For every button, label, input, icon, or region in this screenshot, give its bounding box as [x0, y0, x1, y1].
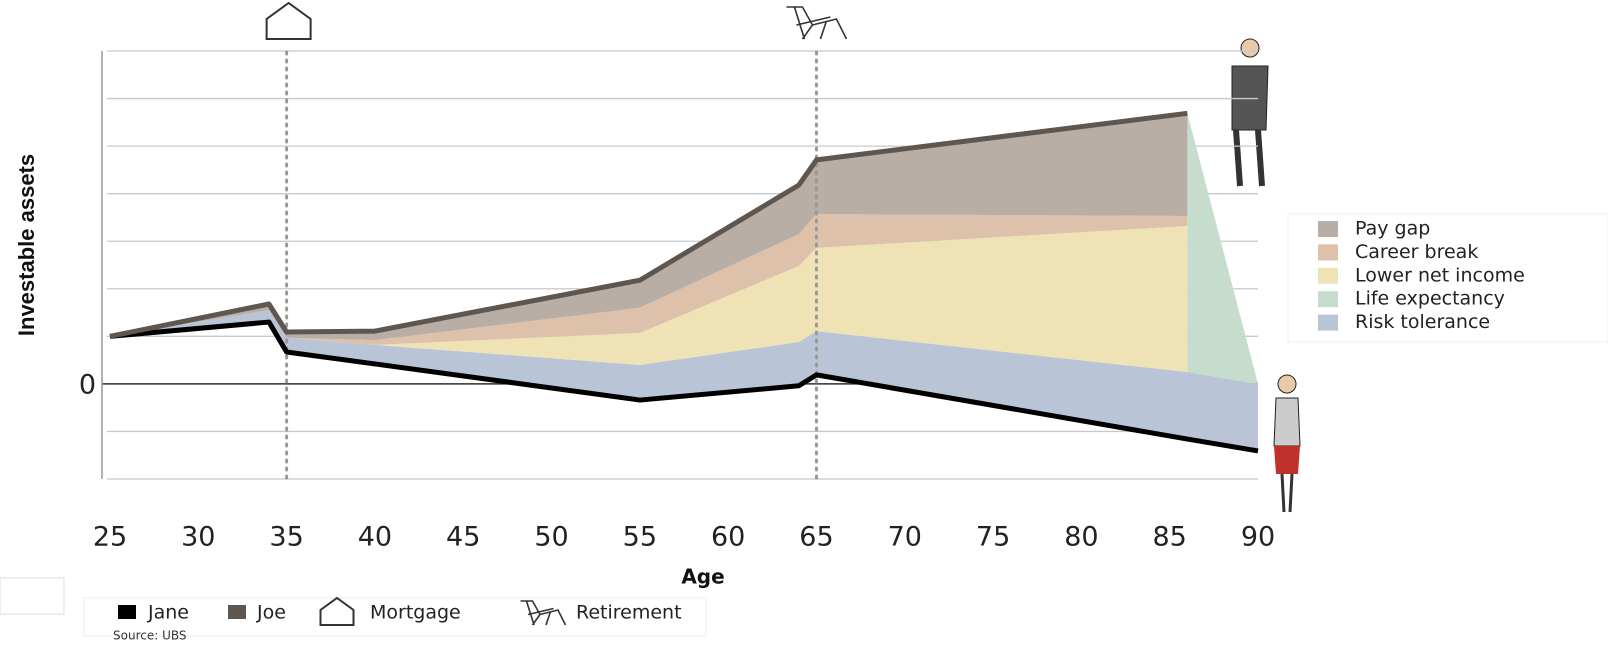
legend-label: Mortgage	[370, 602, 461, 624]
y-tick-label: 0	[79, 369, 96, 400]
legend-swatch	[1318, 268, 1338, 284]
legend-label: Joe	[256, 602, 286, 624]
x-tick-label: 30	[181, 522, 215, 553]
legend-swatch	[1318, 221, 1338, 237]
x-tick-label: 50	[534, 522, 568, 553]
chart: Investable assets Age Source: UBS 0 25 30 3…	[0, 0, 1608, 659]
x-tick-label: 25	[93, 522, 127, 553]
legend-swatch	[1318, 315, 1338, 331]
legend-label: Retirement	[576, 602, 682, 624]
legend-label: Lower net income	[1355, 264, 1525, 286]
x-tick-label: 40	[358, 522, 392, 553]
house-icon	[321, 598, 354, 625]
source: Source: UBS	[113, 629, 187, 643]
x-tick-label: 70	[888, 522, 922, 553]
legend-label: Life expectancy	[1355, 288, 1505, 310]
legend-icon	[321, 598, 354, 625]
legend-label: Pay gap	[1355, 218, 1430, 240]
frame	[0, 578, 64, 614]
legend-swatch	[1318, 244, 1338, 260]
x-tick-label: 65	[799, 522, 833, 553]
x-tick-label: 45	[446, 522, 480, 553]
legend-label: Career break	[1355, 241, 1478, 263]
x-tick-label: 35	[269, 522, 303, 553]
x-axis-label: Age	[681, 565, 724, 589]
woman-figure	[1274, 375, 1300, 512]
legend-label: Jane	[147, 602, 189, 624]
chair-icon	[521, 601, 566, 625]
legend-swatch	[118, 605, 136, 619]
legend-swatch	[1318, 291, 1338, 307]
legend-swatch	[228, 605, 246, 619]
legend-icon	[521, 601, 566, 625]
legend-label: Risk tolerance	[1355, 311, 1490, 333]
x-tick-label: 55	[623, 522, 657, 553]
x-tick-label: 90	[1241, 522, 1275, 553]
x-tick-label: 85	[1153, 522, 1187, 553]
y-axis-label: Investable assets	[14, 154, 39, 336]
x-tick-label: 80	[1064, 522, 1098, 553]
x-tick-label: 75	[976, 522, 1010, 553]
x-tick-label: 60	[711, 522, 745, 553]
